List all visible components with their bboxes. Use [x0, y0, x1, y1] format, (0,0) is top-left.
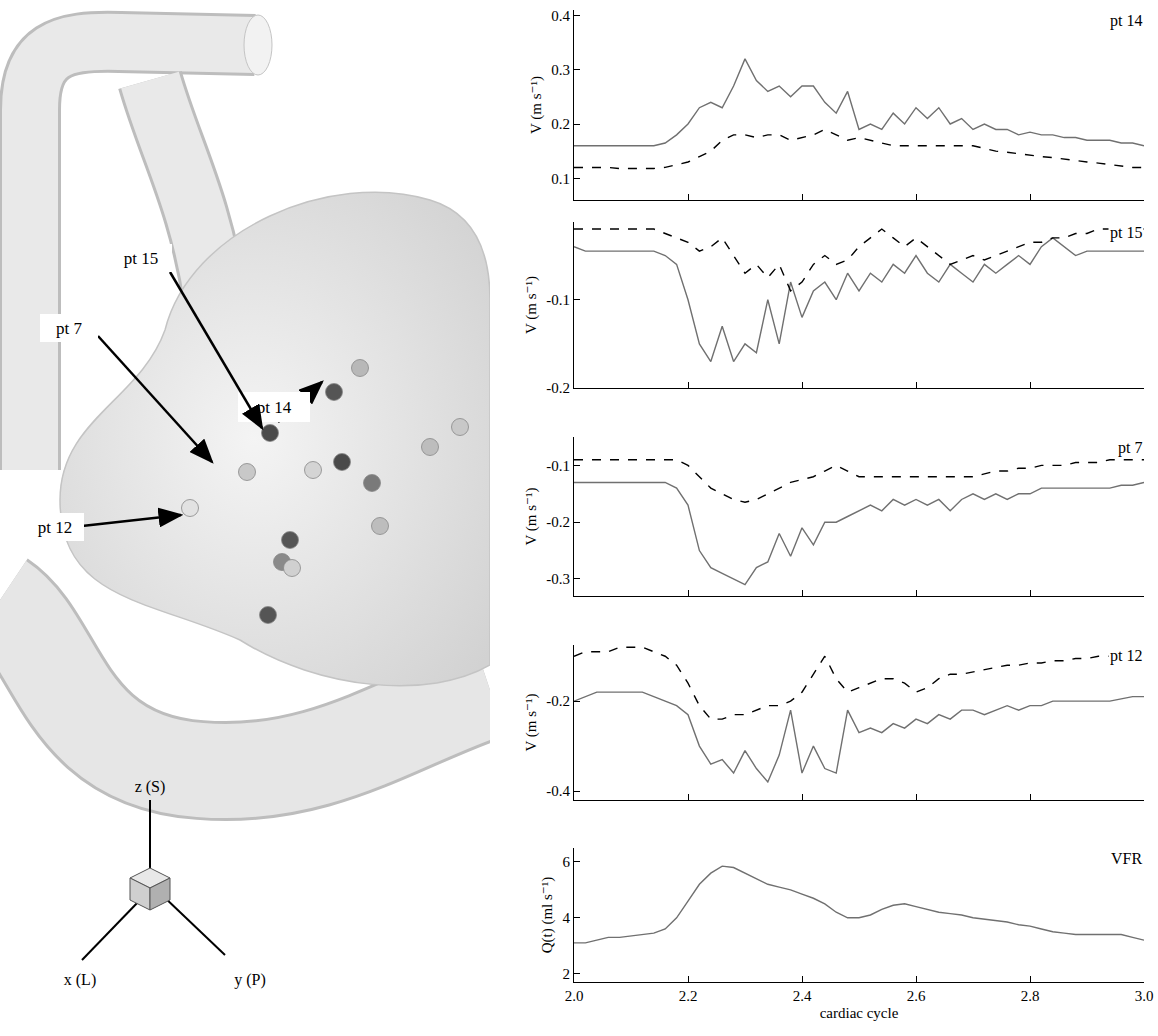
svg-text:0.4: 0.4 [551, 8, 570, 24]
svg-text:pt 14: pt 14 [1110, 12, 1142, 30]
svg-text:pt 7: pt 7 [56, 319, 82, 338]
svg-text:V (m s⁻¹): V (m s⁻¹) [523, 276, 540, 334]
svg-text:2.0: 2.0 [565, 988, 584, 1004]
svg-text:2.2: 2.2 [679, 988, 698, 1004]
svg-text:-0.1: -0.1 [546, 458, 570, 474]
svg-text:3.0: 3.0 [1135, 988, 1154, 1004]
svg-text:-0.3: -0.3 [546, 571, 570, 587]
svg-text:V (m s⁻¹): V (m s⁻¹) [528, 76, 545, 134]
svg-text:z (S): z (S) [135, 778, 166, 796]
svg-text:-0.2: -0.2 [546, 693, 570, 709]
svg-text:-0.1: -0.1 [546, 292, 570, 308]
svg-text:pt 15: pt 15 [124, 249, 158, 268]
svg-text:2.6: 2.6 [907, 988, 926, 1004]
svg-text:0.3: 0.3 [551, 62, 570, 78]
svg-text:pt 12: pt 12 [38, 518, 72, 537]
svg-text:V (m s⁻¹): V (m s⁻¹) [523, 488, 540, 546]
svg-text:Q(t) (ml s⁻¹): Q(t) (ml s⁻¹) [539, 877, 556, 954]
svg-text:y (P): y (P) [234, 971, 266, 989]
svg-text:0.1: 0.1 [551, 171, 570, 187]
svg-text:-0.4: -0.4 [546, 783, 570, 799]
svg-text:V (m s⁻¹): V (m s⁻¹) [523, 694, 540, 752]
svg-text:-0.2: -0.2 [546, 380, 570, 396]
svg-text:pt 15: pt 15 [1110, 224, 1142, 242]
svg-text:cardiac cycle: cardiac cycle [820, 1005, 899, 1021]
svg-text:2: 2 [563, 966, 571, 982]
svg-text:6: 6 [563, 854, 571, 870]
svg-text:-0.2: -0.2 [546, 514, 570, 530]
svg-text:0.2: 0.2 [551, 116, 570, 132]
svg-text:pt 7: pt 7 [1118, 439, 1142, 457]
svg-text:4: 4 [563, 910, 571, 926]
svg-text:VFR: VFR [1111, 850, 1142, 867]
svg-text:2.8: 2.8 [1021, 988, 1040, 1004]
svg-text:2.4: 2.4 [793, 988, 812, 1004]
svg-text:pt 14: pt 14 [257, 398, 292, 417]
svg-text:pt 12: pt 12 [1110, 647, 1142, 665]
svg-text:x (L): x (L) [64, 971, 96, 989]
